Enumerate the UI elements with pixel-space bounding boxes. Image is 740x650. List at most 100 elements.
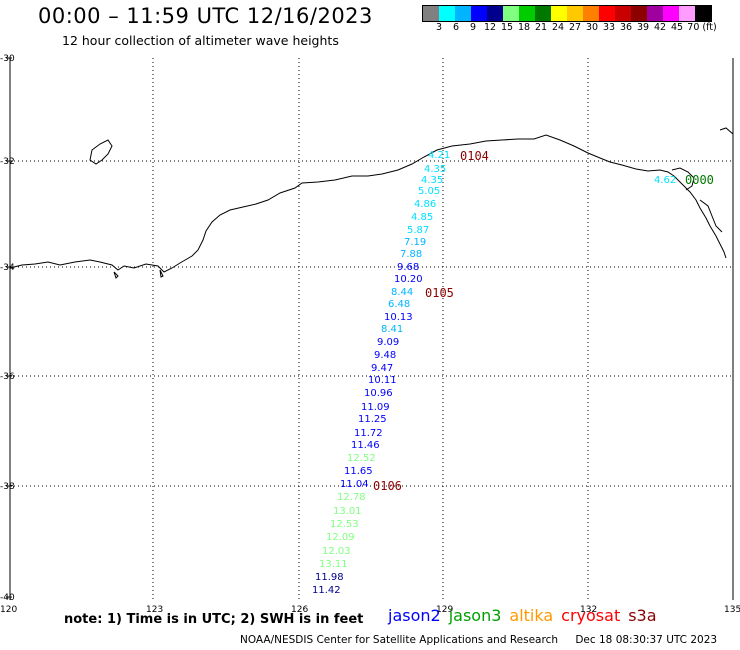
scale-swatch <box>695 6 711 21</box>
wave-height-value: 4.35 <box>424 164 446 175</box>
wave-height-value: 8.44 <box>391 287 413 298</box>
legend-item-jason2: jason2 <box>388 606 441 625</box>
longitude-labels: 120 123 126 129 132 135 <box>0 605 740 615</box>
scale-swatch <box>455 6 471 21</box>
map-title: 00:00 – 11:59 UTC 12/16/2023 <box>38 4 373 28</box>
scale-swatch <box>567 6 583 21</box>
graticule <box>10 58 733 600</box>
scale-swatch <box>535 6 551 21</box>
island-small-west <box>113 271 119 279</box>
coastline-australia-south <box>9 134 727 273</box>
color-scale-labels: 3 6 9 12 15 18 21 24 27 30 33 36 39 42 45 70 (ft) <box>422 22 732 36</box>
wave-height-value: 9.47 <box>371 363 393 374</box>
scale-swatch <box>503 6 519 21</box>
wave-height-value: 6.48 <box>388 299 410 310</box>
island-small-mid <box>159 269 164 278</box>
latitude-labels: -30 -32 -34 -36 -38 -40 <box>0 54 15 603</box>
latitude-label: -30 <box>0 54 15 64</box>
wave-height-value: 11.25 <box>358 414 387 425</box>
scale-label: 12 <box>483 22 497 33</box>
wave-height-value: 12.52 <box>347 453 376 464</box>
pass-time-labels: 0104 0105 0106 0000 <box>373 149 714 493</box>
scale-swatch <box>423 6 439 21</box>
wave-height-value: 11.09 <box>361 402 390 413</box>
color-scale-bar <box>422 5 712 22</box>
scale-swatch <box>487 6 503 21</box>
scale-swatch <box>471 6 487 21</box>
wave-height-value: 4.62 <box>654 175 676 186</box>
wave-height-value: 13.11 <box>319 559 348 570</box>
coastline-eyre-tip <box>671 167 695 191</box>
scale-label: 3 <box>435 22 443 33</box>
scale-swatch <box>439 6 455 21</box>
legend-item-s3a: s3a <box>628 606 657 625</box>
footer: NOAA/NESDIS Center for Satellite Applica… <box>240 634 717 646</box>
wave-height-value: 4.85 <box>411 212 433 223</box>
wave-height-value: 11.65 <box>344 466 373 477</box>
pass-time-label: 0106 <box>373 479 402 493</box>
longitude-label: 129 <box>436 605 453 615</box>
coastline-yorke <box>699 199 723 233</box>
wave-height-observations: 4.214.354.355.054.864.855.877.197.889.68… <box>312 150 676 596</box>
wave-height-value: 11.04 <box>340 479 369 490</box>
wave-height-value: 5.05 <box>418 186 440 197</box>
longitude-label: 126 <box>291 605 308 615</box>
scale-label: 36 <box>619 22 633 33</box>
scale-swatch <box>615 6 631 21</box>
scale-label: 18 <box>517 22 531 33</box>
wave-height-value: 12.78 <box>337 492 366 503</box>
units-note: note: 1) Time is in UTC; 2) SWH is in fe… <box>64 612 364 627</box>
scale-label: 42 <box>653 22 667 33</box>
pass-time-label: 0104 <box>460 149 489 163</box>
coastline-cape-east <box>719 127 734 135</box>
wave-height-value: 7.88 <box>400 249 422 260</box>
scale-label: 6 <box>452 22 460 33</box>
footer-credit: NOAA/NESDIS Center for Satellite Applica… <box>240 634 558 646</box>
wave-height-value: 7.19 <box>404 237 426 248</box>
scale-label: 21 <box>534 22 548 33</box>
scale-swatch <box>519 6 535 21</box>
wave-height-value: 4.21 <box>428 150 450 161</box>
scale-label: 24 <box>551 22 565 33</box>
wave-height-value: 12.53 <box>330 519 359 530</box>
longitude-label: 135 <box>724 605 740 615</box>
scale-label: 9 <box>469 22 477 33</box>
wave-height-value: 5.87 <box>407 225 429 236</box>
scale-label: 27 <box>568 22 582 33</box>
legend-item-altika: altika <box>509 606 554 625</box>
legend-item-cryosat: cryosat <box>561 606 621 625</box>
wave-height-value: 11.42 <box>312 585 341 596</box>
wave-height-value: 12.09 <box>326 532 355 543</box>
wave-height-value: 4.35 <box>421 175 443 186</box>
legend-item-jason3: jason3 <box>448 606 502 625</box>
wave-height-value: 11.46 <box>351 440 380 451</box>
scale-label: 45 <box>670 22 684 33</box>
scale-swatch <box>679 6 695 21</box>
pass-time-label: 0105 <box>425 286 454 300</box>
scale-label: 70 (ft) <box>687 22 717 33</box>
wave-height-value: 10.13 <box>384 312 413 323</box>
scale-swatch <box>551 6 567 21</box>
latitude-label: -38 <box>0 482 15 492</box>
wave-height-value: 9.48 <box>374 350 396 361</box>
longitude-label: 123 <box>146 605 163 615</box>
wave-height-value: 9.68 <box>397 262 419 273</box>
wave-height-value: 8.41 <box>381 324 403 335</box>
wave-height-value: 10.20 <box>394 274 423 285</box>
latitude-label: -34 <box>0 263 15 273</box>
scale-swatch <box>583 6 599 21</box>
wave-height-value: 12.03 <box>322 546 351 557</box>
latitude-label: -32 <box>0 157 15 167</box>
wave-height-value: 11.98 <box>315 572 344 583</box>
latitude-label: -36 <box>0 372 15 382</box>
scale-swatch <box>663 6 679 21</box>
wave-height-value: 9.09 <box>377 337 399 348</box>
island-recherche <box>89 139 113 165</box>
scale-label: 30 <box>585 22 599 33</box>
latitude-label: -40 <box>0 593 15 603</box>
scale-label: 33 <box>602 22 616 33</box>
wave-height-value: 11.72 <box>354 428 383 439</box>
wave-height-value: 4.86 <box>414 199 436 210</box>
scale-label: 15 <box>500 22 514 33</box>
